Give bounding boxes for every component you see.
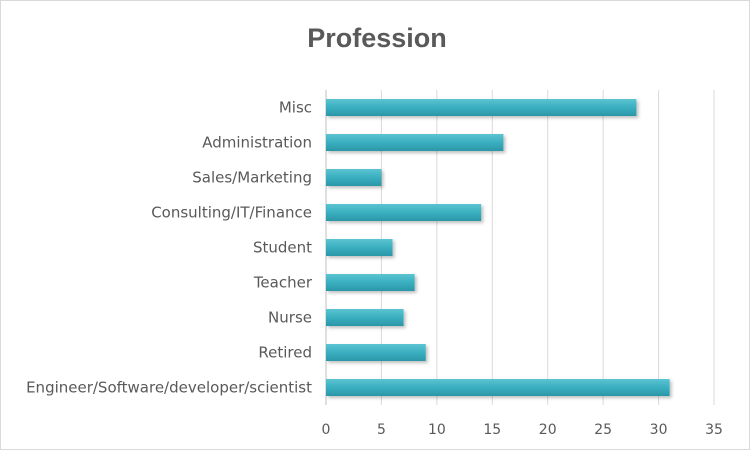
category-label: Administration	[202, 134, 312, 152]
x-tick-label: 25	[594, 422, 612, 438]
x-tick-label: 5	[377, 422, 386, 438]
category-label: Sales/Marketing	[192, 169, 312, 187]
x-axis-tick-labels: 0 5 10 15 20 25 30 35	[322, 422, 723, 438]
bar	[326, 239, 393, 256]
x-tick-label: 30	[650, 422, 668, 438]
category-label: Nurse	[268, 309, 312, 327]
category-label: Teacher	[253, 274, 313, 292]
x-tick-label: 20	[539, 422, 557, 438]
bar	[326, 274, 415, 291]
bar	[326, 344, 426, 361]
bar	[326, 169, 382, 186]
x-tick-label: 10	[428, 422, 446, 438]
category-labels: Engineer/Software/developer/scientist Ret…	[26, 99, 313, 397]
bars	[326, 99, 670, 396]
category-label: Misc	[279, 99, 312, 117]
bar	[326, 379, 670, 396]
bar	[326, 309, 404, 326]
bar	[326, 134, 504, 151]
x-tick-label: 35	[705, 422, 723, 438]
bar	[326, 204, 482, 221]
chart-title: Profession	[307, 23, 447, 53]
x-tick-label: 15	[483, 422, 501, 438]
x-tick-label: 0	[322, 422, 331, 438]
category-label: Consulting/IT/Finance	[151, 204, 312, 222]
category-label: Retired	[258, 344, 312, 362]
category-label: Student	[253, 239, 312, 257]
bar	[326, 99, 637, 116]
category-label: Engineer/Software/developer/scientist	[26, 379, 312, 397]
